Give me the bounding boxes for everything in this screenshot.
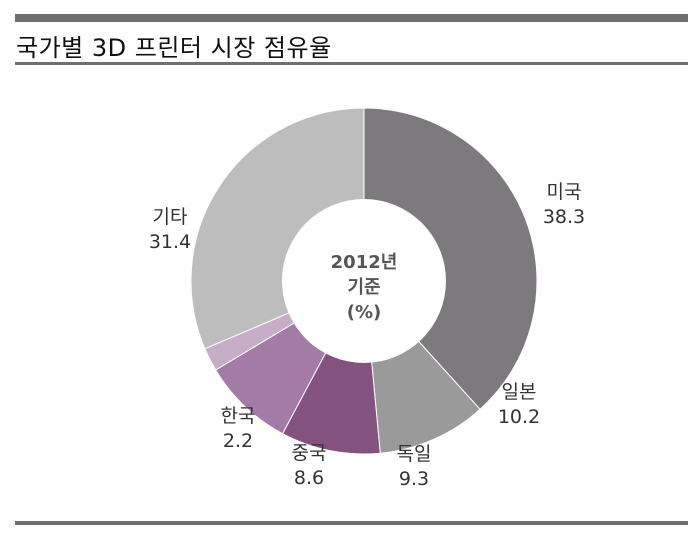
top-rule [15,14,688,22]
chart-title: 국가별 3D 프린터 시장 점유율 [16,34,332,62]
slice-value-label: 9.3 [399,468,429,490]
slice-value-label: 31.4 [149,231,191,253]
center-label-line-2: 기준 [347,277,380,298]
slice-category-label: 한국 [221,405,256,427]
bottom-rule [15,521,688,525]
slice-category-label: 일본 [502,381,537,403]
slice-category-label: 독일 [397,443,432,465]
slice-value-label: 10.2 [498,406,540,428]
slice-value-label: 38.3 [543,206,585,228]
slice-category-label: 기타 [153,206,188,228]
slice-category-label: 중국 [292,442,327,464]
donut-hole [282,199,446,363]
slice-1 [363,107,538,411]
slice-value-label: 8.6 [294,467,324,489]
slice-value-label: 2.2 [223,430,253,452]
center-label-line-1: 2012년 [331,252,398,273]
slice-category-label: 미국 [547,181,582,203]
title-underline [15,62,688,65]
center-label-line-3: (%) [347,302,382,323]
